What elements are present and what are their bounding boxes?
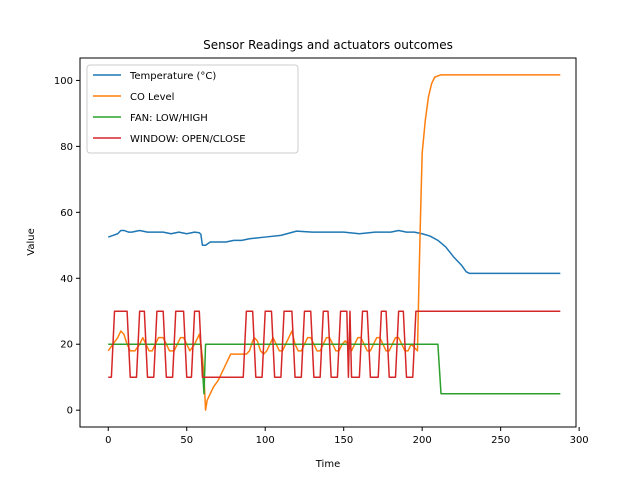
x-axis: 0 50 100 150 200 250 300	[105, 427, 589, 446]
legend-label-1: CO Level	[130, 92, 174, 103]
series-line-1	[107, 74, 561, 411]
legend-label-0: Temperature (°C)	[129, 71, 216, 82]
legend-label-2: FAN: LOW/HIGH	[130, 113, 208, 124]
y-tick-label: 100	[54, 76, 73, 87]
x-tick-label: 200	[413, 435, 432, 446]
y-axis: 0 20 40 60 80 100	[54, 76, 80, 417]
series-line-3	[108, 310, 561, 378]
x-tick-label: 150	[334, 435, 353, 446]
x-tick-label: 100	[256, 435, 275, 446]
y-tick-label: 60	[60, 208, 73, 219]
x-tick-label: 300	[570, 435, 589, 446]
chart-title: Sensor Readings and actuators outcomes	[203, 38, 453, 52]
x-tick-label: 50	[180, 435, 193, 446]
plot-area	[107, 74, 561, 411]
x-tick-label: 0	[105, 435, 111, 446]
plot-frame	[79, 57, 577, 428]
series-line-0	[108, 229, 561, 275]
y-tick-label: 0	[67, 406, 73, 417]
y-tick-label: 80	[60, 142, 73, 153]
x-axis-label: Time	[315, 459, 340, 470]
x-tick-label: 250	[491, 435, 510, 446]
y-tick-label: 20	[60, 340, 73, 351]
legend: Temperature (°C) CO Level FAN: LOW/HIGH WIN…	[86, 64, 299, 154]
legend-label-3: WINDOW: OPEN/CLOSE	[130, 134, 246, 145]
y-tick-label: 40	[60, 274, 73, 285]
y-axis-label: Value	[26, 228, 37, 255]
legend-box	[86, 64, 299, 154]
